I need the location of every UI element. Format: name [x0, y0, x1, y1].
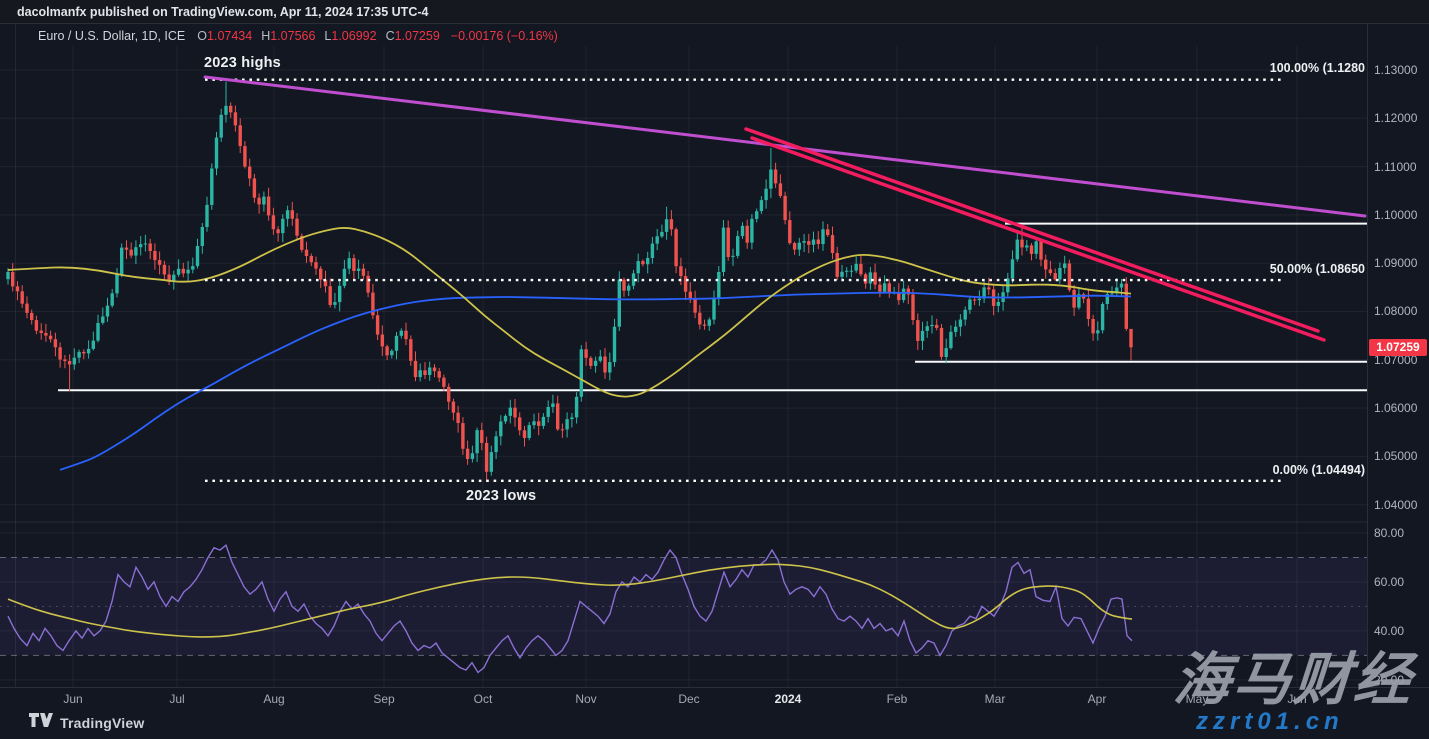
- month-label: Jun: [1287, 692, 1307, 706]
- price-axis-border: [1367, 24, 1368, 710]
- symbol-legend: Euro / U.S. Dollar, 1D, ICE O1.07434 H1.07…: [38, 27, 558, 45]
- ohlc-open: O1.07434: [197, 29, 253, 43]
- price-tick: 1.12000: [1374, 111, 1418, 125]
- month-label: Apr: [1087, 692, 1107, 706]
- fib-label-100: 100.00% (1.1280: [1269, 61, 1365, 75]
- ohlc-high: H1.07566: [261, 29, 316, 43]
- fib-label-50: 50.00% (1.08650: [1269, 262, 1365, 276]
- month-label: May: [1185, 692, 1209, 706]
- month-label: Jun: [63, 692, 83, 706]
- widget-border: [15, 24, 16, 710]
- price-tick: 1.09000: [1374, 256, 1418, 270]
- indicator-tick: 60.00: [1374, 575, 1405, 589]
- fib-label-0: 0.00% (1.04494): [1272, 463, 1365, 477]
- price-tick: 1.10000: [1374, 208, 1418, 222]
- time-scale[interactable]: Jun Jul Aug Sep Oct Nov Dec 2024 Feb Mar Apr May Jun: [0, 687, 1429, 711]
- ohlc-close: C1.07259: [385, 29, 440, 43]
- last-price-tag: 1.07259: [1369, 339, 1427, 356]
- month-label: Sep: [373, 692, 395, 706]
- month-label: 2024: [774, 692, 802, 706]
- tradingview-logo-icon: [28, 712, 53, 733]
- price-tick: 1.07000: [1374, 353, 1418, 367]
- indicator-tick: 40.00: [1374, 624, 1405, 638]
- watermark-chinese: 海马财经: [1171, 648, 1416, 712]
- indicator-tick: 80.00: [1374, 526, 1405, 540]
- chart-canvas[interactable]: [0, 24, 1429, 710]
- tradingview-logo[interactable]: TradingView: [28, 712, 144, 733]
- month-label: Aug: [263, 692, 285, 706]
- month-label: Dec: [678, 692, 700, 706]
- month-label: Nov: [575, 692, 597, 706]
- month-label: Mar: [984, 692, 1006, 706]
- watermark-url: zzrt01.cn: [1196, 708, 1344, 735]
- price-tick: 1.05000: [1374, 449, 1418, 463]
- change-value: −0.00176 (−0.16%): [450, 29, 558, 43]
- price-tick: 1.06000: [1374, 401, 1418, 415]
- annotation-2023-highs: 2023 highs: [204, 55, 281, 71]
- price-tick: 1.04000: [1374, 498, 1418, 512]
- month-label: Jul: [169, 692, 185, 706]
- indicator-tick: 20.00: [1374, 673, 1405, 687]
- ohlc-low: L1.06992: [324, 29, 377, 43]
- symbol-title[interactable]: Euro / U.S. Dollar, 1D, ICE: [38, 29, 186, 43]
- publish-bar-text: dacolmanfx published on TradingView.com,…: [17, 5, 429, 19]
- publish-bar: dacolmanfx published on TradingView.com,…: [0, 0, 1429, 24]
- annotation-2023-lows: 2023 lows: [466, 488, 537, 504]
- price-tick: 1.13000: [1374, 63, 1418, 77]
- month-label: Oct: [473, 692, 493, 706]
- tradingview-logo-text: TradingView: [60, 714, 145, 731]
- month-label: Feb: [886, 692, 908, 706]
- price-tick: 1.11000: [1374, 160, 1417, 174]
- price-tick: 1.08000: [1374, 304, 1418, 318]
